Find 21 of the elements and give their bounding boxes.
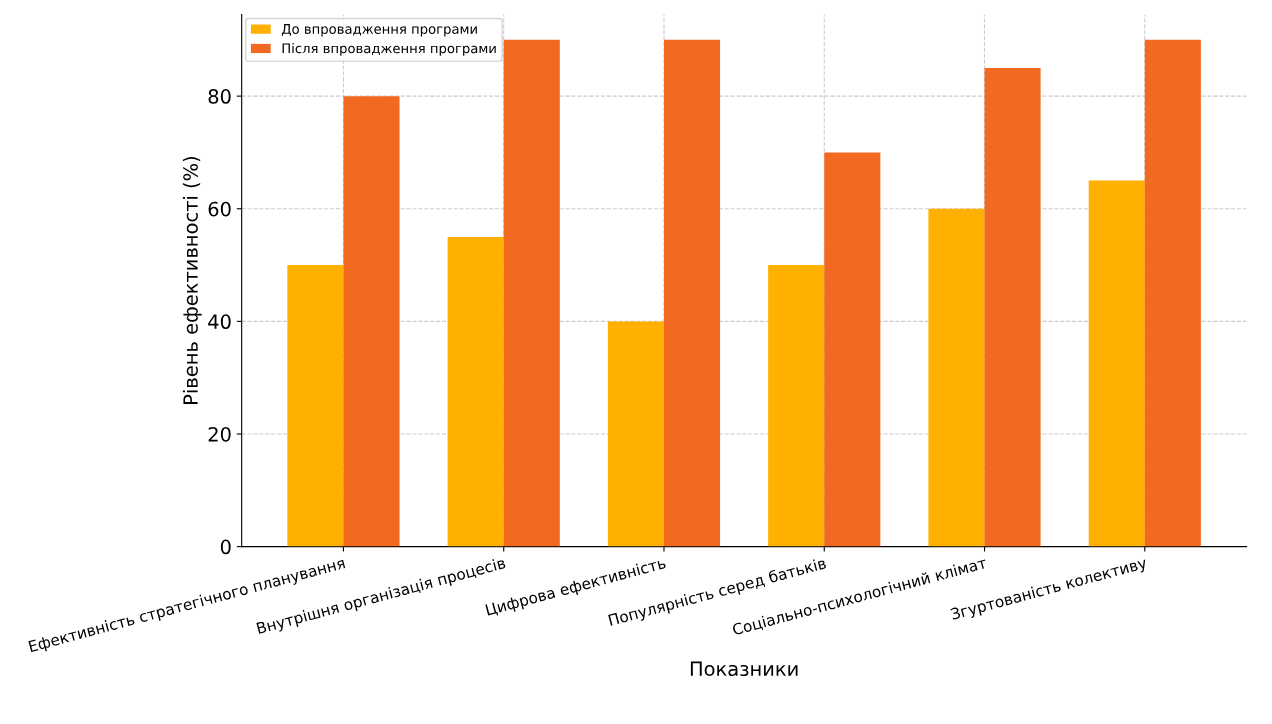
y-axis-title: Рівень ефективності (%) bbox=[182, 156, 202, 404]
y-tick-label: 40 bbox=[208, 314, 231, 330]
y-tick-label: 80 bbox=[208, 89, 231, 104]
bar bbox=[607, 321, 664, 547]
bar bbox=[984, 67, 1041, 547]
x-axis-title: Показники bbox=[690, 661, 798, 677]
y-tick-label: 20 bbox=[208, 426, 231, 442]
bar bbox=[928, 208, 985, 547]
bar bbox=[1088, 180, 1145, 547]
bar bbox=[663, 39, 721, 547]
y-tick-label: 60 bbox=[208, 201, 231, 217]
bar bbox=[824, 152, 881, 547]
bar bbox=[287, 265, 344, 547]
legend-label: До впровадження програми bbox=[281, 24, 477, 37]
bar bbox=[503, 39, 560, 547]
bar bbox=[1144, 39, 1201, 547]
bar bbox=[343, 96, 400, 547]
y-tick-label: 0 bbox=[220, 539, 231, 555]
bar bbox=[768, 265, 825, 547]
legend-label: Після впровадження програми bbox=[282, 43, 496, 56]
bar bbox=[447, 236, 504, 547]
